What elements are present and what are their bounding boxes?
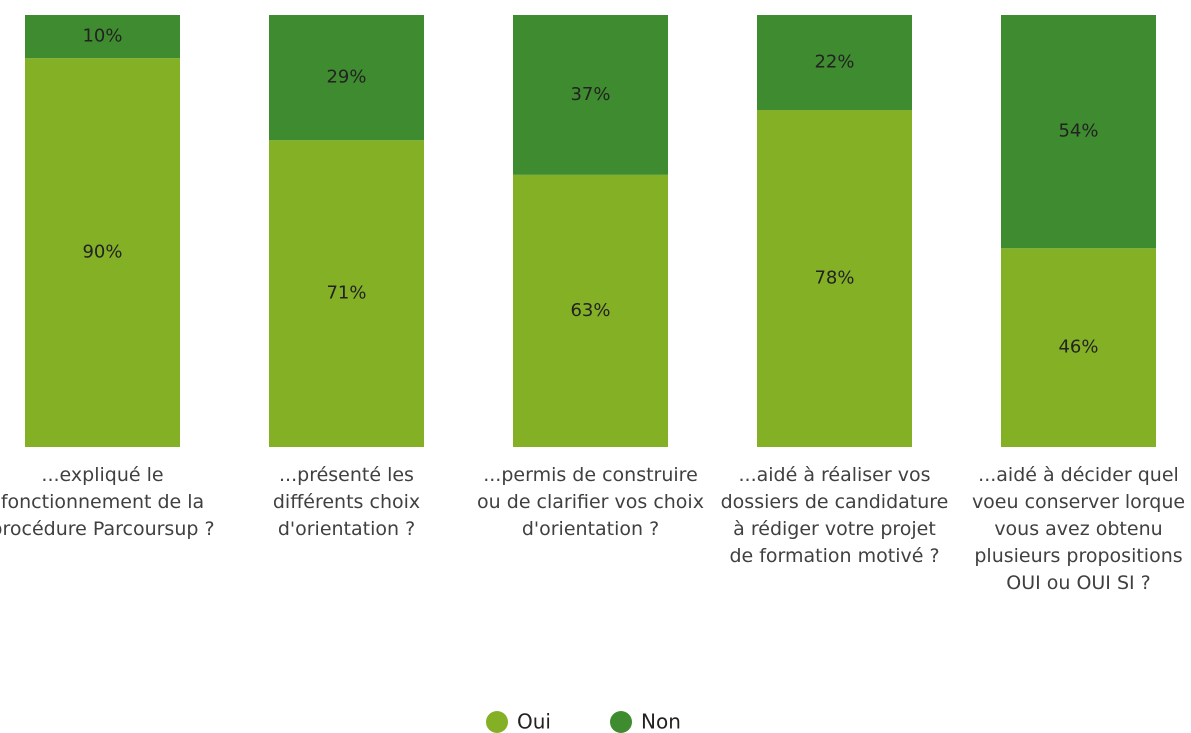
data-label: 29%: [326, 67, 366, 88]
bar-segment: [757, 15, 912, 111]
legend-label: Non: [641, 710, 681, 733]
bar-segment: [513, 15, 668, 175]
legend-marker: [610, 711, 632, 733]
category-label: ...permis de construire ou de clarifier …: [477, 464, 704, 540]
data-label: 37%: [570, 84, 610, 105]
data-label: 90%: [82, 242, 122, 263]
category-label: ...expliqué le fonctionnement de la proc…: [0, 464, 215, 540]
bar-segment: [269, 15, 424, 141]
bar-segment: [757, 110, 912, 447]
bar-segment: [513, 174, 668, 447]
data-label: 63%: [570, 300, 610, 321]
data-label: 46%: [1058, 337, 1098, 358]
bar-segment: [1001, 15, 1156, 249]
bar-segment: [25, 15, 180, 59]
category-label: ...aidé à décider quel voeu conserver lo…: [971, 464, 1186, 594]
bar-segment: [1001, 248, 1156, 447]
legend-marker: [486, 711, 508, 733]
category-label: ...aidé à réaliser vos dossiers de candi…: [720, 464, 949, 567]
legend-label: Oui: [517, 710, 551, 733]
data-label: 71%: [326, 283, 366, 304]
bar-segment: [269, 140, 424, 447]
data-label: 78%: [814, 268, 854, 289]
data-label: 10%: [82, 26, 122, 47]
bar-segment: [25, 58, 180, 447]
data-label: 22%: [814, 52, 854, 73]
data-label: 54%: [1058, 121, 1098, 142]
category-label: ...présenté les différents choix d'orien…: [272, 464, 421, 540]
